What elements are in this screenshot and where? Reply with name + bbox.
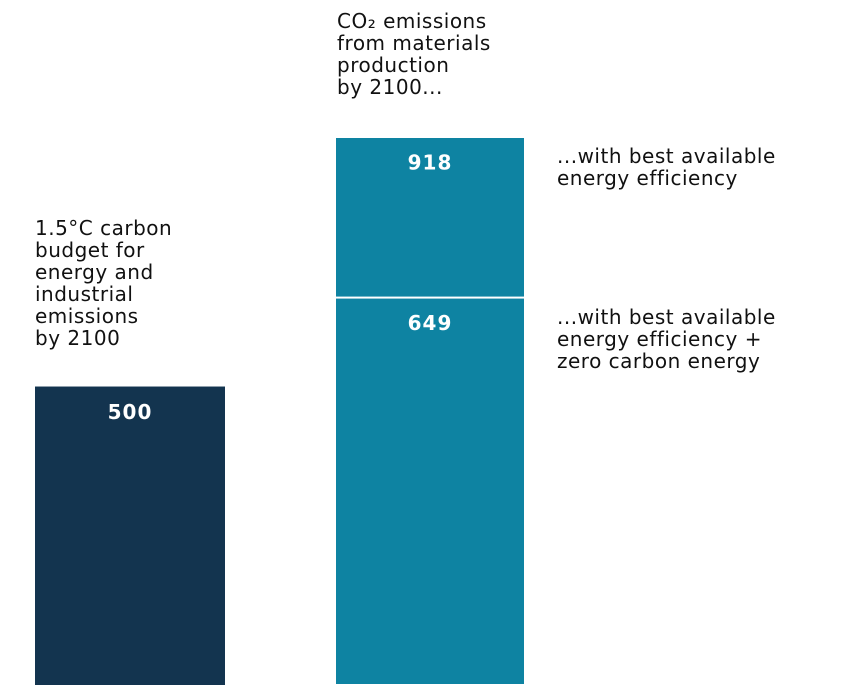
value-label: 649 xyxy=(408,311,453,335)
annotation: CO₂ emissions from materials production … xyxy=(337,9,491,99)
bar xyxy=(35,386,225,685)
bar-label: ...with best available energy efficiency… xyxy=(557,304,776,373)
value-label: 500 xyxy=(108,400,153,424)
value-label: 918 xyxy=(408,151,453,175)
bar xyxy=(334,296,526,685)
bar-label: ...with best available energy efficiency xyxy=(557,144,776,190)
bar-label: 1.5°C carbon budget for energy and indus… xyxy=(35,215,173,350)
